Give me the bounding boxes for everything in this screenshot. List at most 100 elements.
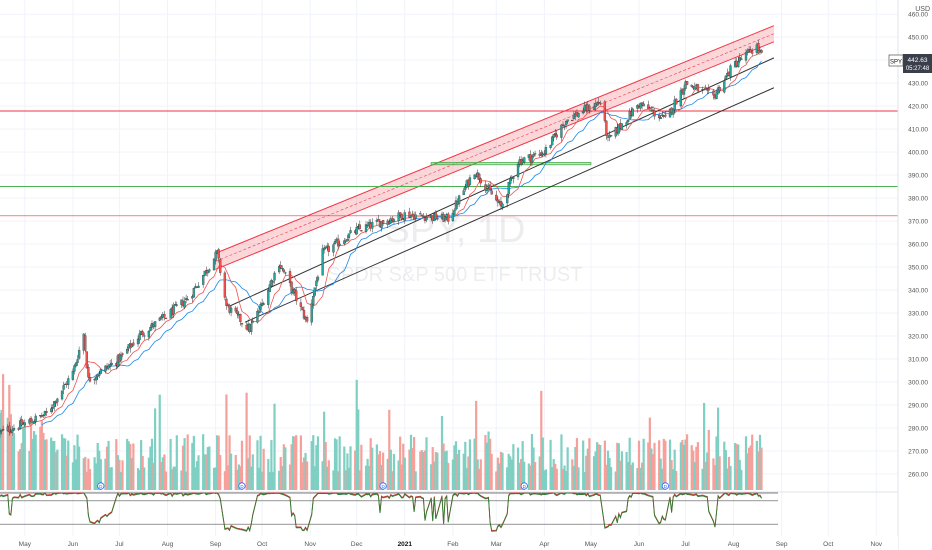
volume-bar [93, 457, 96, 490]
candle-body [639, 102, 642, 109]
volume-bar [116, 455, 119, 490]
volume-bar [150, 438, 154, 490]
volume-bar [651, 454, 655, 490]
volume-bar [171, 469, 174, 490]
candle-body [290, 281, 293, 293]
candle-body [381, 220, 385, 224]
candle-body [464, 186, 467, 190]
volume-bar [282, 444, 285, 490]
volume-bar [127, 441, 130, 490]
volume-bar [465, 468, 468, 490]
volume-bar [202, 434, 205, 490]
volume-bar [261, 471, 264, 490]
volume-bar [422, 451, 425, 490]
candle-body [32, 421, 36, 424]
candle-body [310, 303, 313, 323]
price-tick-label: 320.00 [908, 333, 928, 340]
candle-body [561, 124, 565, 126]
candle-body [684, 81, 687, 89]
volume-bar [119, 471, 123, 490]
time-tick-label: Mar [491, 541, 503, 548]
volume-bar [509, 456, 512, 490]
volume-bar [12, 433, 16, 490]
volume-bar [229, 453, 233, 490]
volume-bar [138, 469, 141, 490]
candle-body [530, 156, 534, 163]
candle-body [484, 184, 487, 191]
volume-bar [423, 450, 427, 490]
candle-body [447, 213, 450, 222]
dividend-marker-icon [661, 482, 669, 490]
volume-bar [371, 447, 374, 490]
candle-body [451, 212, 455, 222]
candle-body [364, 224, 368, 232]
time-tick-label: Oct [823, 541, 833, 548]
candle-body [718, 87, 721, 91]
volume-bar [735, 443, 738, 490]
candle-body [316, 276, 320, 281]
volume-bar [344, 470, 347, 490]
volume-bar [369, 438, 372, 490]
candle-body [729, 65, 732, 77]
price-tick-label: 370.00 [908, 219, 928, 226]
candle-body [301, 307, 304, 310]
volume-bar [136, 468, 140, 490]
dividend-marker-icon [238, 482, 246, 490]
volume-bar [129, 443, 132, 490]
volume-bar [126, 438, 129, 490]
candle-body [707, 88, 710, 91]
trend-channel[interactable] [215, 25, 775, 270]
volume-bar [28, 450, 31, 490]
candle-body [682, 88, 686, 95]
candle-body [659, 117, 662, 120]
candle-body [626, 119, 630, 122]
volume-bar [538, 456, 541, 490]
price-axis[interactable]: USD [897, 0, 932, 550]
price-tick-label: 340.00 [908, 288, 928, 295]
volume-bar [746, 453, 749, 490]
candle-body [236, 310, 239, 315]
candle-body [12, 427, 16, 431]
candle-body [271, 281, 275, 283]
volume-bar [268, 471, 271, 490]
volume-bar [695, 446, 698, 490]
volume-bar [540, 390, 543, 490]
volume-bar [727, 456, 731, 490]
volume-bar [588, 438, 591, 490]
candle-body [87, 367, 90, 378]
candle-body [327, 246, 330, 252]
candle-body [338, 243, 341, 246]
volume-bar [495, 471, 498, 490]
trend-lines[interactable] [229, 57, 775, 323]
volume-bar [716, 407, 720, 490]
volume-bar [490, 453, 493, 490]
candle-body [533, 153, 537, 155]
volume-bar [451, 459, 454, 490]
candlesticks [0, 39, 763, 438]
volume-bar [521, 441, 524, 490]
volume-bar [729, 465, 732, 490]
dividend-marker-letter: D [664, 484, 668, 489]
volume-bar [64, 438, 67, 490]
candle-body [305, 317, 309, 322]
volume-bar [22, 426, 25, 490]
volume-bar [672, 469, 675, 490]
volume-bar [430, 464, 433, 490]
candle-body [453, 210, 456, 215]
volume-bar [174, 466, 177, 490]
volume-bar [603, 440, 606, 490]
volume-bar [574, 447, 577, 490]
price-tick-label: 460.00 [908, 12, 928, 19]
candle-body [577, 113, 580, 118]
time-axis[interactable]: May Jun Jul Aug Sep Oct Nov Dec 2021 Feb Mar Apr May… [0, 536, 898, 550]
volume-bar [520, 459, 523, 490]
time-tick-label: Sep [210, 541, 222, 548]
time-tick-label: Jul [681, 541, 690, 548]
volume-bar [566, 447, 569, 490]
volume-bar [161, 457, 164, 490]
candle-body [592, 106, 596, 110]
volume-bar [175, 435, 178, 490]
oscillator-pane: 100.0050.000.00 [0, 491, 928, 537]
